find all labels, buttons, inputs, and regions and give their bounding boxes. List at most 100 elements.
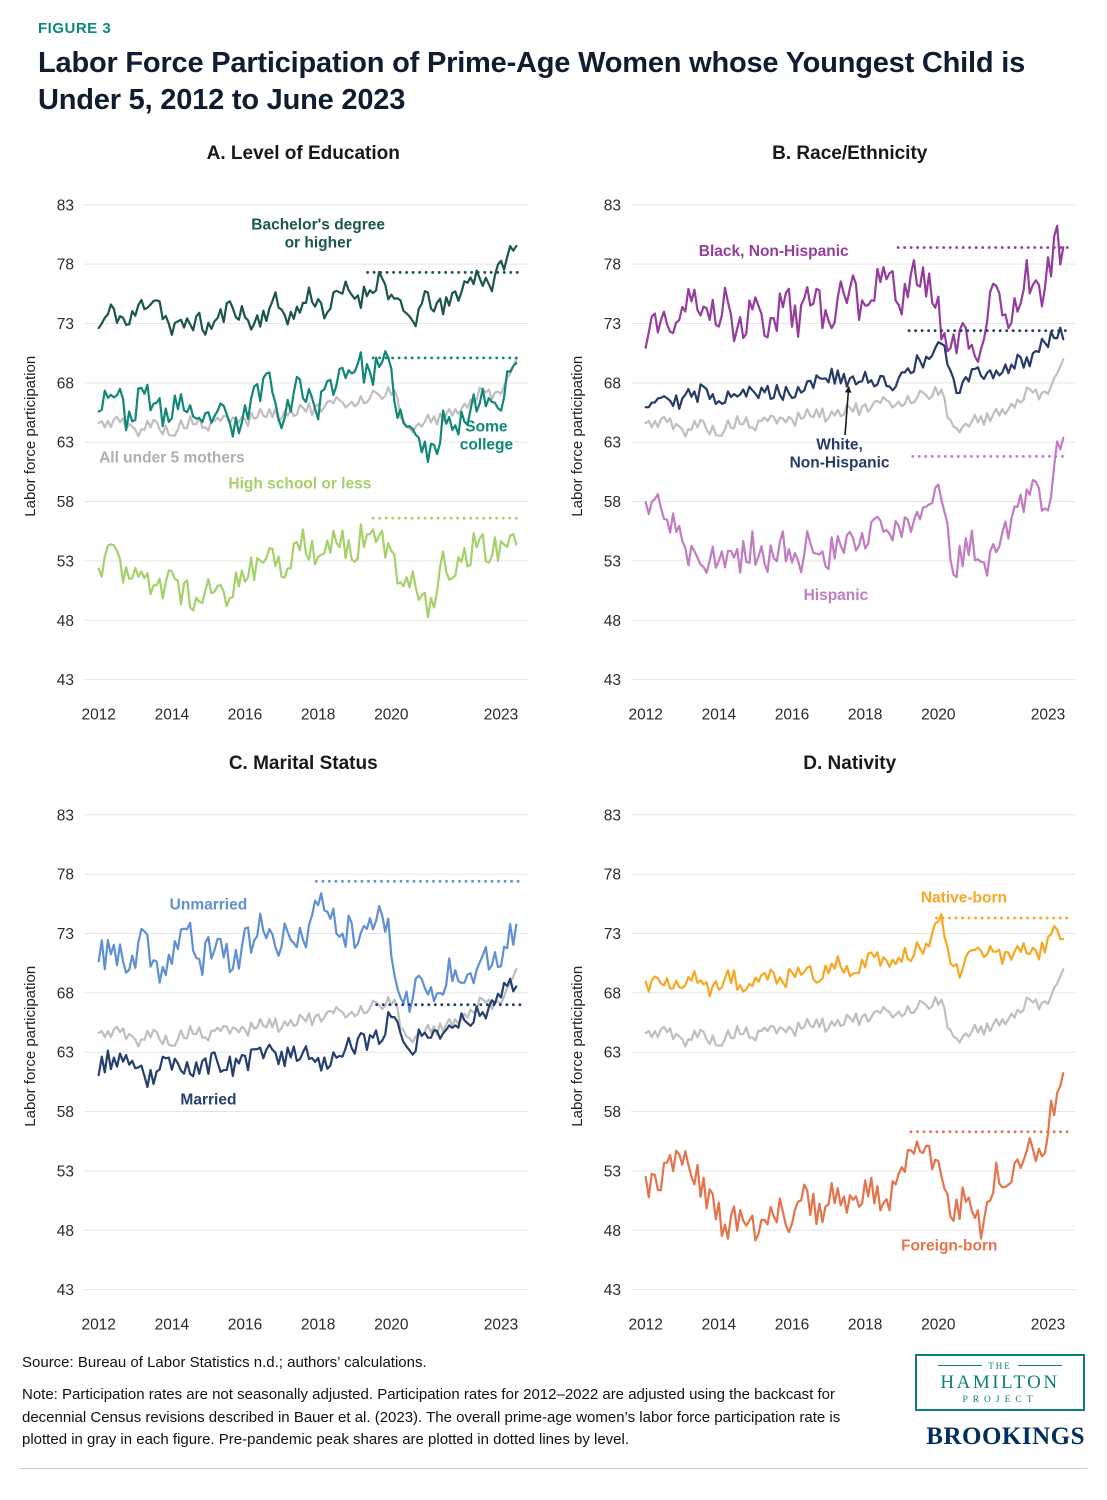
svg-text:58: 58 <box>57 494 74 511</box>
bottom-rule <box>20 1467 1087 1469</box>
svg-text:2014: 2014 <box>701 706 736 723</box>
svg-text:Non-Hispanic: Non-Hispanic <box>789 454 889 471</box>
svg-text:78: 78 <box>57 867 74 884</box>
svg-text:83: 83 <box>603 197 620 214</box>
svg-text:2023: 2023 <box>1030 706 1064 723</box>
hamilton-the: THE <box>988 1360 1012 1371</box>
panel-title-marital-status: C. Marital Status <box>228 753 378 775</box>
svg-text:58: 58 <box>603 494 620 511</box>
svg-text:73: 73 <box>603 316 620 333</box>
svg-text:2012: 2012 <box>628 706 662 723</box>
logo-rule-left <box>938 1365 983 1367</box>
brookings-logo: BROOKINGS <box>926 1422 1085 1450</box>
svg-text:2016: 2016 <box>228 706 262 723</box>
svg-text:2018: 2018 <box>847 706 881 723</box>
svg-text:73: 73 <box>57 316 74 333</box>
svg-text:or higher: or higher <box>285 234 352 251</box>
figure-header: FIGURE 3 Labor Force Participation of Pr… <box>20 20 1087 119</box>
svg-text:68: 68 <box>603 986 620 1003</box>
svg-text:78: 78 <box>603 256 620 273</box>
svg-text:Some: Some <box>465 418 508 435</box>
svg-text:2023: 2023 <box>484 1317 518 1334</box>
svg-text:2018: 2018 <box>301 706 335 723</box>
svg-text:78: 78 <box>57 256 74 273</box>
note-text: Note: Participation rates are not season… <box>22 1386 841 1449</box>
chart-education: 43 48 53 58 63 68 73 78 83 2012 2014 2016 2018 2020 20… <box>22 167 539 728</box>
svg-text:2020: 2020 <box>921 706 956 723</box>
svg-text:Married: Married <box>180 1092 236 1109</box>
panel-title-race-ethnicity: B. Race/Ethnicity <box>772 142 928 164</box>
svg-text:Native-born: Native-born <box>920 890 1006 907</box>
chart-panel-marital-status: C. Marital Status 43 48 53 58 63 68 73 78 83 2012… <box>22 753 539 1338</box>
source-text: Source: Bureau of Labor Statistics n.d.;… <box>22 1353 427 1371</box>
svg-text:High school or less: High school or less <box>228 475 371 492</box>
svg-text:2018: 2018 <box>301 1317 335 1334</box>
chart-panel-race-ethnicity: B. Race/Ethnicity 43 48 53 58 63 68 73 78 83 2012… <box>569 143 1086 728</box>
svg-text:Labor force participation: Labor force participation <box>22 355 39 516</box>
page-title: Labor Force Participation of Prime-Age W… <box>38 47 1026 116</box>
svg-text:2016: 2016 <box>774 1317 808 1334</box>
hamilton-name: HAMILTON <box>940 1371 1060 1393</box>
svg-text:53: 53 <box>603 1164 620 1181</box>
svg-text:83: 83 <box>57 197 74 214</box>
svg-text:Black, Non-Hispanic: Black, Non-Hispanic <box>698 242 848 259</box>
chart-nativity: 43 48 53 58 63 68 73 78 83 2012 2014 2016 2018 2020 20… <box>569 777 1086 1338</box>
figure-footer: Source: Bureau of Labor Statistics n.d.;… <box>20 1352 1087 1452</box>
svg-text:68: 68 <box>603 375 620 392</box>
svg-text:college: college <box>460 436 514 453</box>
footer-text: Source: Bureau of Labor Statistics n.d.;… <box>22 1352 889 1452</box>
hamilton-project-logo: THE HAMILTON PROJECT <box>915 1353 1085 1411</box>
svg-text:53: 53 <box>57 1164 74 1181</box>
svg-text:48: 48 <box>603 1223 620 1240</box>
chart-svg: 43 48 53 58 63 68 73 78 83 2012 2014 2016 2018 2020 20… <box>22 197 529 723</box>
chart-svg: 43 48 53 58 63 68 73 78 83 2012 2014 2016 2018 2020 20… <box>22 807 529 1334</box>
logos: THE HAMILTON PROJECT BROOKINGS <box>889 1352 1085 1451</box>
svg-text:43: 43 <box>57 1282 74 1299</box>
svg-text:48: 48 <box>603 612 620 629</box>
svg-text:2014: 2014 <box>701 1317 736 1334</box>
svg-text:58: 58 <box>603 1104 620 1121</box>
svg-text:2018: 2018 <box>847 1317 881 1334</box>
logo-rule-right <box>1017 1365 1062 1367</box>
svg-text:78: 78 <box>603 867 620 884</box>
svg-text:73: 73 <box>57 926 74 943</box>
svg-text:2020: 2020 <box>374 706 409 723</box>
svg-text:2023: 2023 <box>1030 1317 1064 1334</box>
panel-title-education: A. Level of Education <box>206 142 400 164</box>
svg-text:2012: 2012 <box>81 706 115 723</box>
svg-text:Labor force participation: Labor force participation <box>569 966 586 1127</box>
chart-race-ethnicity: 43 48 53 58 63 68 73 78 83 2012 2014 2016 2018 2020 20… <box>569 167 1086 728</box>
svg-text:43: 43 <box>603 672 620 689</box>
svg-text:2014: 2014 <box>155 1317 190 1334</box>
chart-panel-nativity: D. Nativity 43 48 53 58 63 68 73 78 83 2012 2014 20… <box>569 753 1086 1338</box>
svg-text:Unmarried: Unmarried <box>170 897 248 914</box>
svg-text:2020: 2020 <box>921 1317 956 1334</box>
svg-text:63: 63 <box>57 1045 74 1062</box>
svg-text:2016: 2016 <box>228 1317 262 1334</box>
chart-svg: 43 48 53 58 63 68 73 78 83 2012 2014 2016 2018 2020 20… <box>569 197 1075 723</box>
svg-text:68: 68 <box>57 375 74 392</box>
panel-title-nativity: D. Nativity <box>803 753 897 775</box>
svg-text:Bachelor's degree: Bachelor's degree <box>251 216 385 233</box>
svg-text:68: 68 <box>57 986 74 1003</box>
svg-text:2016: 2016 <box>774 706 808 723</box>
svg-text:Foreign-born: Foreign-born <box>901 1238 997 1255</box>
svg-text:53: 53 <box>57 553 74 570</box>
svg-text:63: 63 <box>57 434 74 451</box>
svg-text:63: 63 <box>603 1045 620 1062</box>
svg-text:2020: 2020 <box>374 1317 409 1334</box>
svg-text:63: 63 <box>603 434 620 451</box>
svg-text:2012: 2012 <box>628 1317 662 1334</box>
svg-text:43: 43 <box>57 672 74 689</box>
svg-text:2014: 2014 <box>155 706 190 723</box>
svg-text:White,: White, <box>816 436 863 453</box>
svg-text:83: 83 <box>57 807 74 824</box>
figure-label: FIGURE 3 <box>38 20 112 37</box>
svg-text:53: 53 <box>603 553 620 570</box>
svg-text:48: 48 <box>57 612 74 629</box>
svg-text:73: 73 <box>603 926 620 943</box>
svg-text:58: 58 <box>57 1104 74 1121</box>
chart-marital-status: 43 48 53 58 63 68 73 78 83 2012 2014 2016 2018 2020 20… <box>22 777 539 1338</box>
svg-text:43: 43 <box>603 1282 620 1299</box>
hamilton-project-word: PROJECT <box>962 1394 1038 1405</box>
